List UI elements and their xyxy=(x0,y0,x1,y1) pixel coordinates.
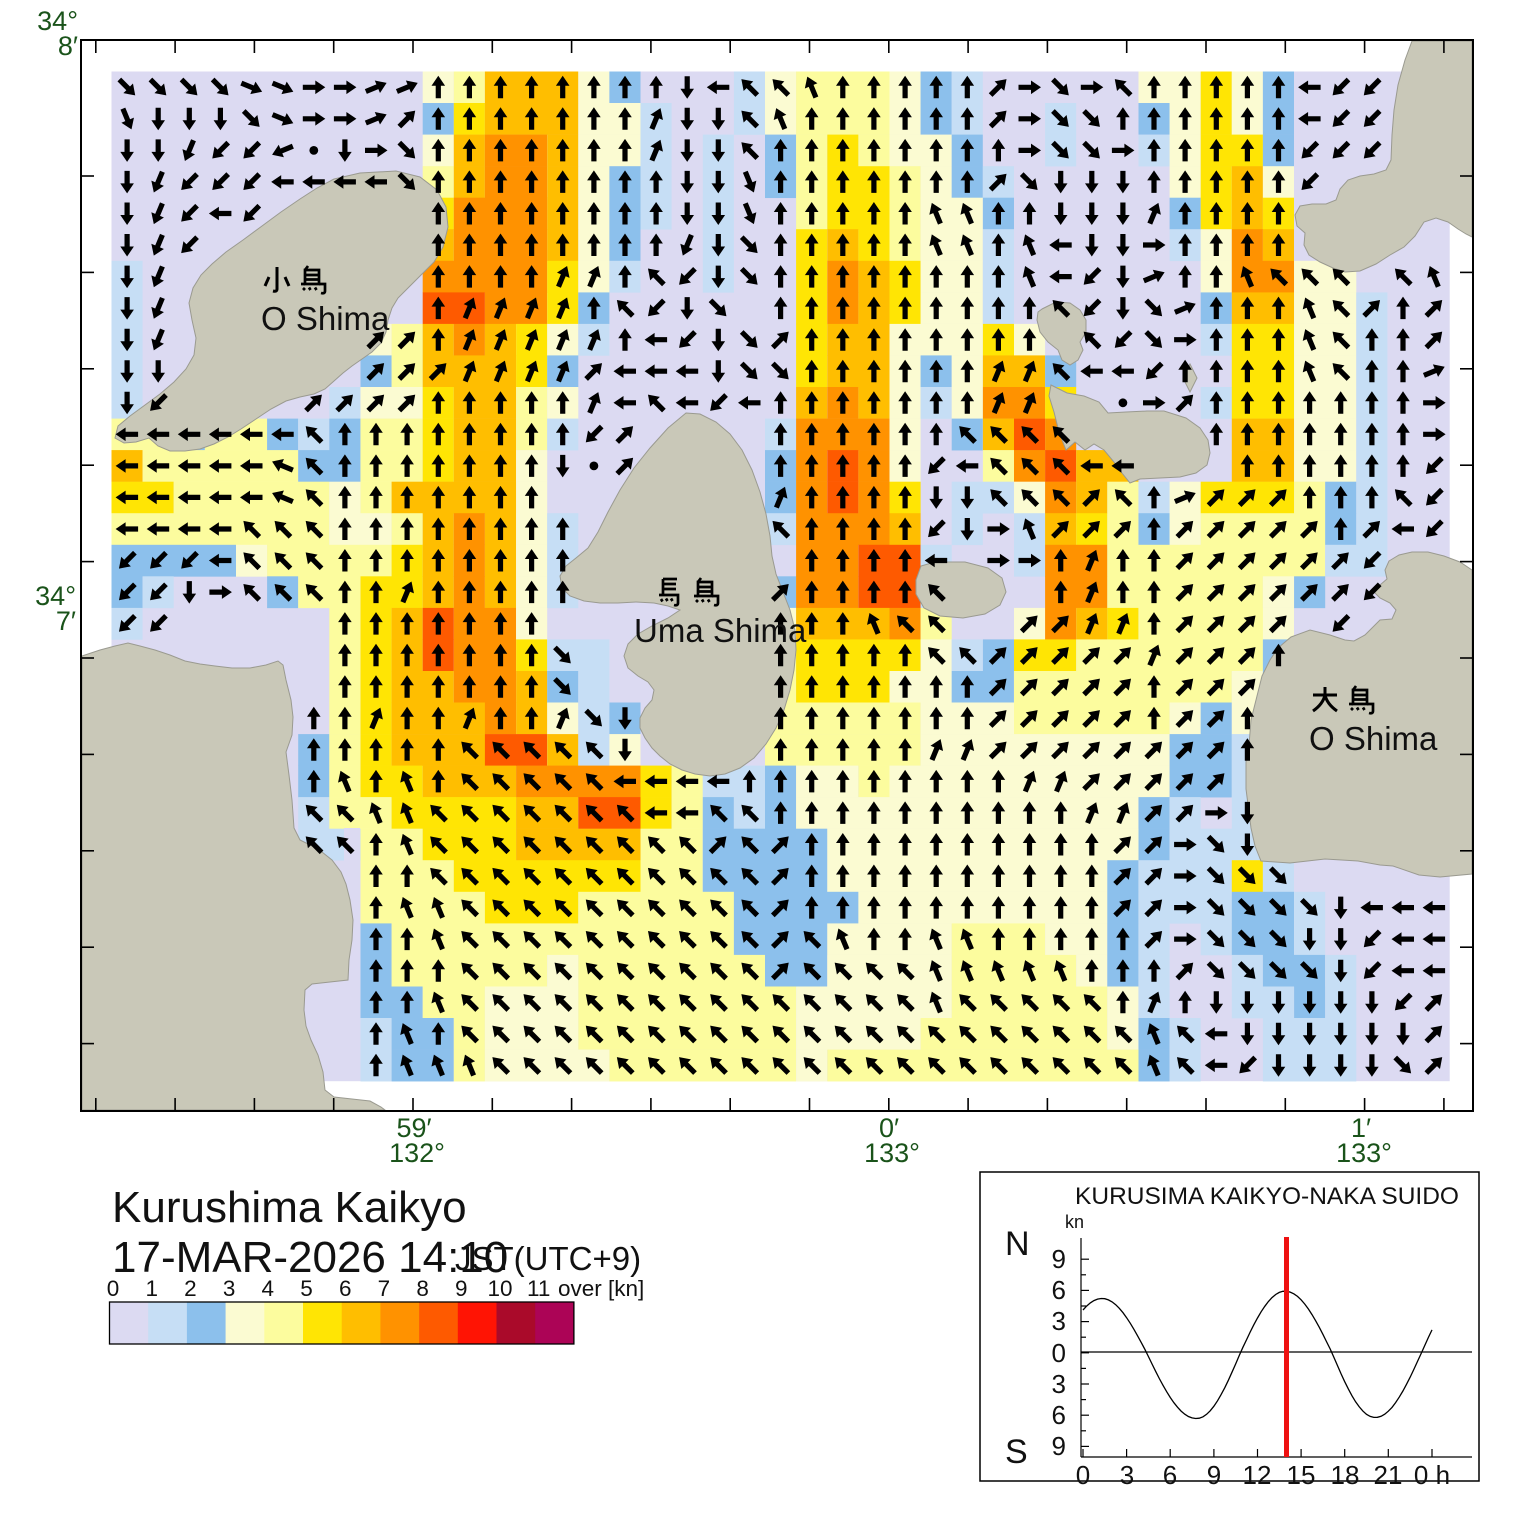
svg-text:3: 3 xyxy=(1120,1460,1134,1490)
svg-text:0: 0 xyxy=(1076,1460,1090,1490)
svg-text:8: 8 xyxy=(416,1276,429,1301)
svg-text:KURUSIMA KAIKYO-NAKA SUIDO: KURUSIMA KAIKYO-NAKA SUIDO xyxy=(1075,1183,1459,1210)
svg-text:over [kn]: over [kn] xyxy=(558,1276,644,1301)
svg-text:0: 0 xyxy=(107,1276,120,1301)
svg-text:N: N xyxy=(1005,1225,1030,1263)
svg-text:15: 15 xyxy=(1287,1460,1316,1490)
svg-text:3: 3 xyxy=(223,1276,236,1301)
svg-text:18: 18 xyxy=(1331,1460,1360,1490)
svg-text:10: 10 xyxy=(487,1276,512,1301)
svg-text:34°: 34° xyxy=(37,6,78,36)
svg-text:9: 9 xyxy=(1052,1244,1066,1274)
svg-text:S: S xyxy=(1005,1433,1028,1471)
svg-text:4: 4 xyxy=(262,1276,275,1301)
svg-text:6: 6 xyxy=(1163,1460,1177,1490)
svg-text:9: 9 xyxy=(455,1276,468,1301)
svg-text:6: 6 xyxy=(339,1276,352,1301)
svg-text:11: 11 xyxy=(527,1276,550,1301)
svg-text:34°: 34° xyxy=(35,581,76,611)
svg-text:17-MAR-2026 14:10: 17-MAR-2026 14:10 xyxy=(112,1233,508,1282)
svg-text:0′: 0′ xyxy=(879,1113,899,1143)
svg-text:JST(UTC+9): JST(UTC+9) xyxy=(455,1240,641,1277)
svg-text:59′: 59′ xyxy=(396,1113,431,1143)
svg-text:132°: 132° xyxy=(389,1138,445,1168)
svg-text:133°: 133° xyxy=(1336,1138,1392,1168)
svg-text:3: 3 xyxy=(1052,1369,1066,1399)
svg-text:0: 0 xyxy=(1052,1338,1066,1368)
svg-text:7: 7 xyxy=(378,1276,391,1301)
svg-text:6: 6 xyxy=(1052,1275,1066,1305)
svg-text:9: 9 xyxy=(1207,1460,1221,1490)
svg-text:1: 1 xyxy=(145,1276,158,1301)
svg-text:O Shima: O Shima xyxy=(261,300,390,337)
svg-text:133°: 133° xyxy=(864,1138,920,1168)
svg-text:8′: 8′ xyxy=(58,31,78,61)
svg-text:O Shima: O Shima xyxy=(1309,720,1438,757)
svg-text:5: 5 xyxy=(300,1276,313,1301)
svg-text:6: 6 xyxy=(1052,1400,1066,1430)
svg-text:21: 21 xyxy=(1374,1460,1403,1490)
svg-text:3: 3 xyxy=(1052,1306,1066,1336)
svg-text:Uma Shima: Uma Shima xyxy=(634,612,807,649)
svg-text:9: 9 xyxy=(1052,1431,1066,1461)
svg-text:7′: 7′ xyxy=(56,606,76,636)
svg-text:kn: kn xyxy=(1065,1212,1084,1232)
svg-text:0 h: 0 h xyxy=(1414,1460,1450,1490)
svg-text:2: 2 xyxy=(184,1276,197,1301)
svg-text:Kurushima Kaikyo: Kurushima Kaikyo xyxy=(112,1183,467,1232)
svg-text:1′: 1′ xyxy=(1351,1113,1371,1143)
svg-text:12: 12 xyxy=(1243,1460,1272,1490)
